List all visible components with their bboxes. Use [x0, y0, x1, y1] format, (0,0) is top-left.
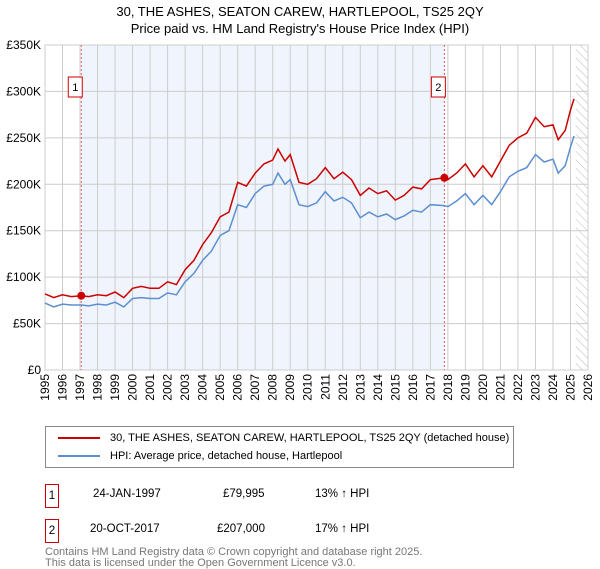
x-tick-label: 2006: [231, 374, 245, 401]
x-tick-label: 2012: [336, 374, 350, 401]
chart-subtitle: Price paid vs. HM Land Registry's House …: [130, 21, 470, 36]
x-tick-label: 2004: [196, 374, 210, 401]
x-tick-label: 2005: [213, 374, 227, 401]
transaction-date: 20-OCT-2017: [90, 523, 160, 535]
price-chart: 1995 1996 1997 1998 1999 2000 2001 2002 2003 2004…: [6, 38, 595, 401]
legend-label-property: 30, THE ASHES, SEATON CAREW, HARTLEPOOL,…: [110, 432, 510, 444]
sale-point: [77, 291, 86, 300]
x-tick-label: 2015: [388, 374, 402, 401]
x-tick-label: 2000: [126, 374, 140, 401]
legend-swatch-hpi: [58, 455, 100, 457]
y-tick-label: £50K: [13, 317, 41, 331]
x-tick-label: 1995: [38, 374, 52, 401]
sale-badge: [67, 76, 83, 98]
x-tick-label: 2025: [563, 374, 577, 401]
x-tick-label: 2002: [161, 374, 175, 401]
x-tick-label: 2019: [458, 374, 472, 401]
transaction-row: 2 20-OCT-2017 £207,000 17% ↑ HPI: [45, 519, 445, 543]
plot-frame: [44, 44, 589, 371]
legend-label-hpi: HPI: Average price, detached house, Hart…: [110, 450, 343, 462]
x-tick-label: 2007: [248, 374, 262, 401]
y-tick-label: £100K: [6, 270, 41, 284]
y-tick-label: £300K: [6, 84, 41, 98]
footer-line-1: Contains HM Land Registry data © Crown c…: [45, 546, 423, 558]
x-tick-label: 2020: [476, 374, 490, 401]
legend-item-hpi: HPI: Average price, detached house, Hart…: [58, 450, 342, 462]
transaction-price: £207,000: [217, 523, 265, 535]
sale-badge: [430, 76, 446, 98]
transaction-hpi: 17% ↑ HPI: [315, 523, 370, 535]
x-tick-label: 1997: [73, 374, 87, 401]
x-tick-label: 2016: [406, 374, 420, 401]
chart-title: 30, THE ASHES, SEATON CAREW, HARTLEPOOL,…: [116, 4, 484, 19]
x-tick-label: 2017: [423, 374, 437, 401]
transaction-hpi: 13% ↑ HPI: [315, 488, 370, 500]
x-tick-label: 2011: [318, 374, 332, 400]
x-tick-label: 2023: [528, 374, 542, 401]
y-tick-label: £200K: [6, 177, 41, 191]
legend: 30, THE ASHES, SEATON CAREW, HARTLEPOOL,…: [45, 426, 514, 468]
sale-point: [440, 173, 449, 182]
transaction-badge: 2: [45, 519, 59, 543]
x-tick-label: 2001: [143, 374, 157, 401]
x-tick-label: 2021: [493, 374, 507, 401]
legend-item-property: 30, THE ASHES, SEATON CAREW, HARTLEPOOL,…: [58, 432, 509, 444]
series-line: [44, 98, 575, 299]
x-tick-label: 2018: [441, 374, 455, 401]
transaction-date: 24-JAN-1997: [93, 488, 161, 500]
x-tick-label: 1996: [56, 374, 70, 401]
y-tick-label: £250K: [6, 131, 41, 145]
legend-swatch-property: [58, 437, 100, 439]
footer: Contains HM Land Registry data © Crown c…: [45, 530, 422, 569]
transaction-row: 1 24-JAN-1997 £79,995 13% ↑ HPI: [45, 484, 445, 508]
series-line: [44, 135, 575, 308]
sale-badge-label: 2: [435, 82, 441, 94]
y-tick-label: £150K: [6, 224, 41, 238]
x-tick-label: 2009: [283, 374, 297, 401]
x-tick-label: 2010: [301, 374, 315, 401]
transaction-badge: 1: [45, 484, 59, 508]
x-tick-label: 2008: [266, 374, 280, 401]
transaction-price: £79,995: [223, 488, 265, 500]
y-tick-label: £0: [28, 363, 42, 377]
y-tick-label: £350K: [6, 38, 41, 52]
sale-badge-label: 1: [72, 82, 78, 94]
x-tick-label: 1999: [108, 374, 122, 401]
x-tick-label: 2014: [371, 374, 385, 401]
x-tick-label: 2013: [353, 374, 367, 401]
x-tick-label: 2003: [178, 374, 192, 401]
x-tick-label: 1998: [91, 374, 105, 401]
shaded-ownership-region: [81, 45, 445, 370]
x-tick-label: 2022: [511, 374, 525, 401]
hatched-forecast-region: [575, 45, 588, 370]
x-tick-label: 2026: [581, 374, 595, 401]
x-tick-label: 2024: [546, 374, 560, 401]
